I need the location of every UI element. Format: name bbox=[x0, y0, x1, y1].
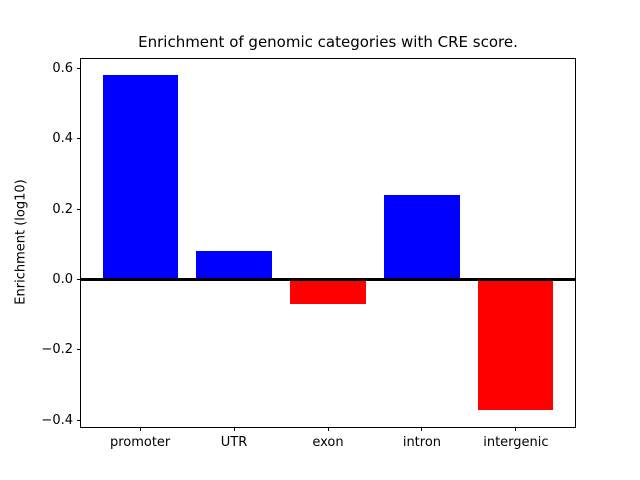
bar-exon bbox=[290, 279, 366, 305]
bar-intergenic bbox=[478, 279, 554, 410]
y-tick-mark bbox=[76, 67, 80, 69]
x-tick-label-exon: exon bbox=[312, 434, 344, 450]
x-tick-label-intron: intron bbox=[402, 434, 442, 450]
x-tick-mark bbox=[233, 427, 235, 431]
plot-area bbox=[80, 57, 576, 428]
bar-intron bbox=[384, 194, 460, 280]
y-tick-label: 0.2 bbox=[52, 201, 73, 217]
y-tick-label: −0.4 bbox=[41, 412, 73, 428]
y-tick-mark bbox=[76, 349, 80, 351]
bar-promoter bbox=[102, 75, 178, 280]
y-tick-label: 0.6 bbox=[52, 60, 73, 76]
x-tick-mark bbox=[515, 427, 517, 431]
y-tick-mark bbox=[76, 138, 80, 140]
y-tick-mark bbox=[76, 279, 80, 280]
y-tick-label: 0.4 bbox=[52, 131, 73, 147]
y-tick-mark bbox=[76, 208, 80, 210]
zero-line bbox=[80, 278, 576, 281]
x-tick-label-intergenic: intergenic bbox=[483, 434, 549, 450]
x-tick-mark bbox=[421, 427, 423, 431]
y-tick-label: 0.0 bbox=[52, 272, 73, 287]
x-tick-mark bbox=[139, 427, 141, 431]
y-tick-label: −0.2 bbox=[41, 342, 73, 358]
bar-UTR bbox=[196, 251, 272, 280]
x-tick-mark bbox=[327, 427, 329, 431]
x-tick-label-promoter: promoter bbox=[109, 434, 171, 450]
chart-title: Enrichment of genomic categories with CR… bbox=[138, 33, 518, 51]
x-tick-label-UTR: UTR bbox=[220, 434, 248, 450]
y-tick-mark bbox=[76, 419, 80, 421]
